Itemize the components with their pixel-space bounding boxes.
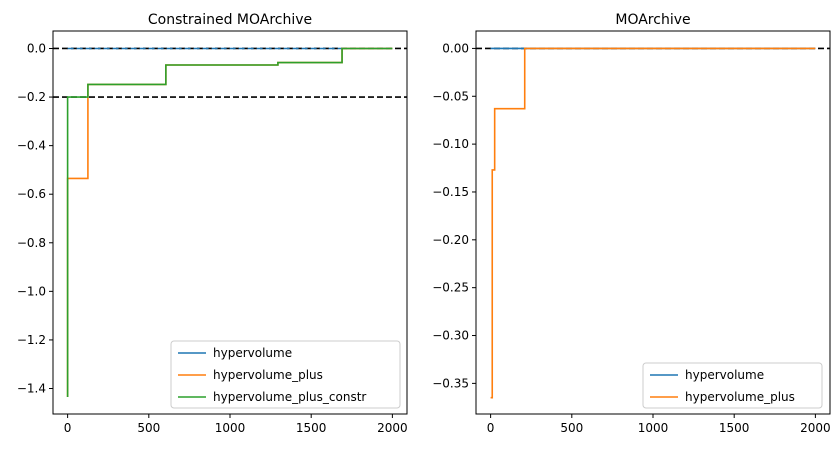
right-y-tick-label: −0.20 [432,233,469,247]
left-y-tick-label: −1.4 [17,381,46,395]
left-legend-box [170,340,401,409]
right-axes-frame [475,30,831,415]
right-chart-title: MOArchive [615,12,690,28]
left-x-tick-label: 0 [64,421,72,435]
right-x-tick-label: 500 [560,421,583,435]
left-y-tick-label: −1.2 [17,333,46,347]
left-legend: hypervolume hypervolume_plus hypervolume_p… [170,340,401,409]
left-x-tick-label: 2000 [377,421,408,435]
right-x-tick-label: 0 [487,421,495,435]
left-legend-label-hypervolume-plus-constr: hypervolume_plus_constr [213,390,366,404]
right-x-tick-label: 1000 [638,421,669,435]
right-plot-area [476,47,830,399]
left-x-tick-label: 1500 [296,421,327,435]
right-series-line-hypervolume-plus [490,47,816,399]
right-x-tick-label: 1500 [719,421,750,435]
left-x-tick-label: 500 [137,421,160,435]
right-x-tick-label: 2000 [800,421,831,435]
left-y-tick-label: −0.6 [17,187,46,201]
right-y-tick-label: 0.00 [442,41,469,55]
right-y-tick-label: −0.10 [432,137,469,151]
right-y-tick-label: −0.05 [432,89,469,103]
right-y-tick-label: −0.35 [432,376,469,390]
right-legend-label-hypervolume: hypervolume [685,368,764,382]
left-y-tick-label: 0.0 [27,41,46,55]
left-y-tick-label: −0.2 [17,90,46,104]
right-legend: hypervolume hypervolume_plus [642,362,823,409]
left-plot-area [53,47,407,397]
left-series-line-hypervolume-plus-constr [66,47,393,397]
right-legend-box [642,362,823,409]
left-x-tick-label: 1000 [215,421,246,435]
left-legend-label-hypervolume: hypervolume [213,346,292,360]
left-y-tick-label: −0.8 [17,236,46,250]
right-legend-label-hypervolume-plus: hypervolume_plus [685,390,795,404]
right-chart: MOArchive 0 500 1000 1500 2000 0.00 −0.05 −0.10 −… [432,12,830,435]
right-y-tick-label: −0.30 [432,329,469,343]
left-chart: Constrained MOArchive 0 500 1000 1500 2000 0.0… [17,12,408,435]
right-y-tick-label: −0.25 [432,281,469,295]
left-y-tick-label: −1.0 [17,284,46,298]
left-chart-title: Constrained MOArchive [148,12,312,28]
left-legend-label-hypervolume-plus: hypervolume_plus [213,368,323,382]
right-y-tick-label: −0.15 [432,185,469,199]
left-y-tick-label: −0.4 [17,139,46,153]
